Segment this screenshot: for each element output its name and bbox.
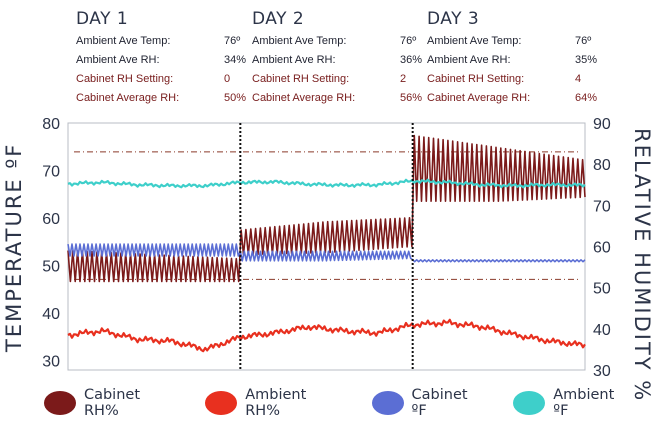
stat-value: 0 bbox=[224, 73, 231, 85]
legend-label: Ambient RH% bbox=[245, 387, 307, 419]
stat-label: Cabinet Average RH: bbox=[427, 92, 531, 104]
y-tick-label-left: 40 bbox=[42, 306, 60, 323]
y-tick-label-right: 60 bbox=[593, 240, 611, 257]
y-axis-right-title: RELATIVE HUMIDITY % bbox=[630, 128, 654, 403]
stat-label: Ambient Ave Temp: bbox=[252, 35, 347, 47]
stat-label: Cabinet RH Setting: bbox=[427, 73, 525, 85]
stat-label: Ambient Ave RH: bbox=[427, 54, 511, 66]
legend-item-cabinet-f: Cabinet ºF bbox=[371, 387, 488, 419]
legend-swatch bbox=[513, 391, 546, 415]
stat-label: Cabinet RH Setting: bbox=[76, 73, 174, 85]
stat-label: Cabinet Average RH: bbox=[252, 92, 356, 104]
series-cabinet-rh- bbox=[67, 134, 586, 283]
stat-row: Cabinet Average RH: 56% bbox=[252, 89, 430, 108]
stat-row: Cabinet Average RH: 50% bbox=[76, 89, 254, 108]
legend-label: Ambient ºF bbox=[553, 387, 615, 419]
day-2-title: DAY 2 bbox=[252, 9, 305, 29]
day-1-panel: DAY 1 Ambient Ave Temp: 76º Ambient Ave R… bbox=[76, 6, 254, 108]
y-tick-label-left: 50 bbox=[42, 259, 60, 276]
stat-row: Ambient Ave Temp: 76º bbox=[76, 32, 254, 51]
day-3-title: DAY 3 bbox=[427, 9, 480, 29]
legend-label: Cabinet ºF bbox=[411, 387, 468, 419]
stat-row: Ambient Ave Temp: 76º bbox=[427, 32, 605, 51]
y-tick-label-left: 30 bbox=[42, 354, 60, 371]
stat-row: Cabinet Average RH: 64% bbox=[427, 89, 605, 108]
y-tick-label-left: 60 bbox=[42, 211, 60, 228]
stat-value: 76º bbox=[575, 35, 592, 47]
stat-label: Cabinet Average RH: bbox=[76, 92, 180, 104]
legend-swatch bbox=[205, 391, 238, 415]
stat-value: 76º bbox=[224, 35, 241, 47]
y-tick-label-right: 80 bbox=[593, 157, 611, 174]
stat-value: 34% bbox=[224, 54, 247, 66]
legend-item-cabinet-rh: Cabinet RH% bbox=[44, 387, 179, 419]
series-ambient-rh- bbox=[67, 318, 586, 353]
stat-label: Ambient Ave RH: bbox=[76, 54, 160, 66]
stat-value: 56% bbox=[400, 92, 423, 104]
stat-value: 4 bbox=[575, 73, 582, 85]
stat-row: Cabinet RH Setting: 0 bbox=[76, 70, 254, 89]
series-ambient-f bbox=[67, 178, 586, 189]
y-tick-label-right: 30 bbox=[593, 363, 611, 380]
day-2-panel: DAY 2 Ambient Ave Temp: 76º Ambient Ave R… bbox=[252, 6, 430, 108]
stat-value: 35% bbox=[575, 54, 598, 66]
day-3-panel: DAY 3 Ambient Ave Temp: 76º Ambient Ave R… bbox=[427, 6, 605, 108]
y-tick-label-right: 70 bbox=[593, 198, 611, 215]
y-tick-label-right: 90 bbox=[593, 116, 611, 133]
legend: Cabinet RH% Ambient RH% Cabinet ºF Ambie… bbox=[44, 387, 660, 419]
stat-value: 2 bbox=[400, 73, 407, 85]
legend-label: Cabinet RH% bbox=[83, 387, 141, 419]
stat-value: 36% bbox=[400, 54, 423, 66]
legend-item-ambient-f: Ambient ºF bbox=[513, 387, 634, 419]
stat-row: Ambient Ave Temp: 76º bbox=[252, 32, 430, 51]
series-cabinet-f bbox=[67, 243, 586, 263]
y-axis-left-title: TEMPERATURE ºF bbox=[2, 142, 26, 352]
stat-row: Cabinet RH Setting: 2 bbox=[252, 70, 430, 89]
stat-value: 64% bbox=[575, 92, 598, 104]
stat-row: Ambient Ave RH: 36% bbox=[252, 51, 430, 70]
stat-label: Ambient Ave Temp: bbox=[427, 35, 522, 47]
y-tick-label-right: 50 bbox=[593, 281, 611, 298]
stat-label: Ambient Ave RH: bbox=[252, 54, 336, 66]
legend-swatch bbox=[44, 391, 76, 415]
stat-row: Cabinet RH Setting: 4 bbox=[427, 70, 605, 89]
stat-label: Ambient Ave Temp: bbox=[76, 35, 171, 47]
stat-value: 50% bbox=[224, 92, 247, 104]
stat-row: Ambient Ave RH: 35% bbox=[427, 51, 605, 70]
day-1-title: DAY 1 bbox=[76, 9, 129, 29]
stat-value: 76º bbox=[400, 35, 417, 47]
legend-swatch bbox=[371, 391, 404, 415]
y-tick-label-left: 70 bbox=[42, 164, 60, 181]
legend-item-ambient-rh: Ambient RH% bbox=[205, 387, 345, 419]
y-tick-label-right: 40 bbox=[593, 322, 611, 339]
y-tick-label-left: 80 bbox=[42, 116, 60, 133]
stat-row: Ambient Ave RH: 34% bbox=[76, 51, 254, 70]
stat-label: Cabinet RH Setting: bbox=[252, 73, 350, 85]
